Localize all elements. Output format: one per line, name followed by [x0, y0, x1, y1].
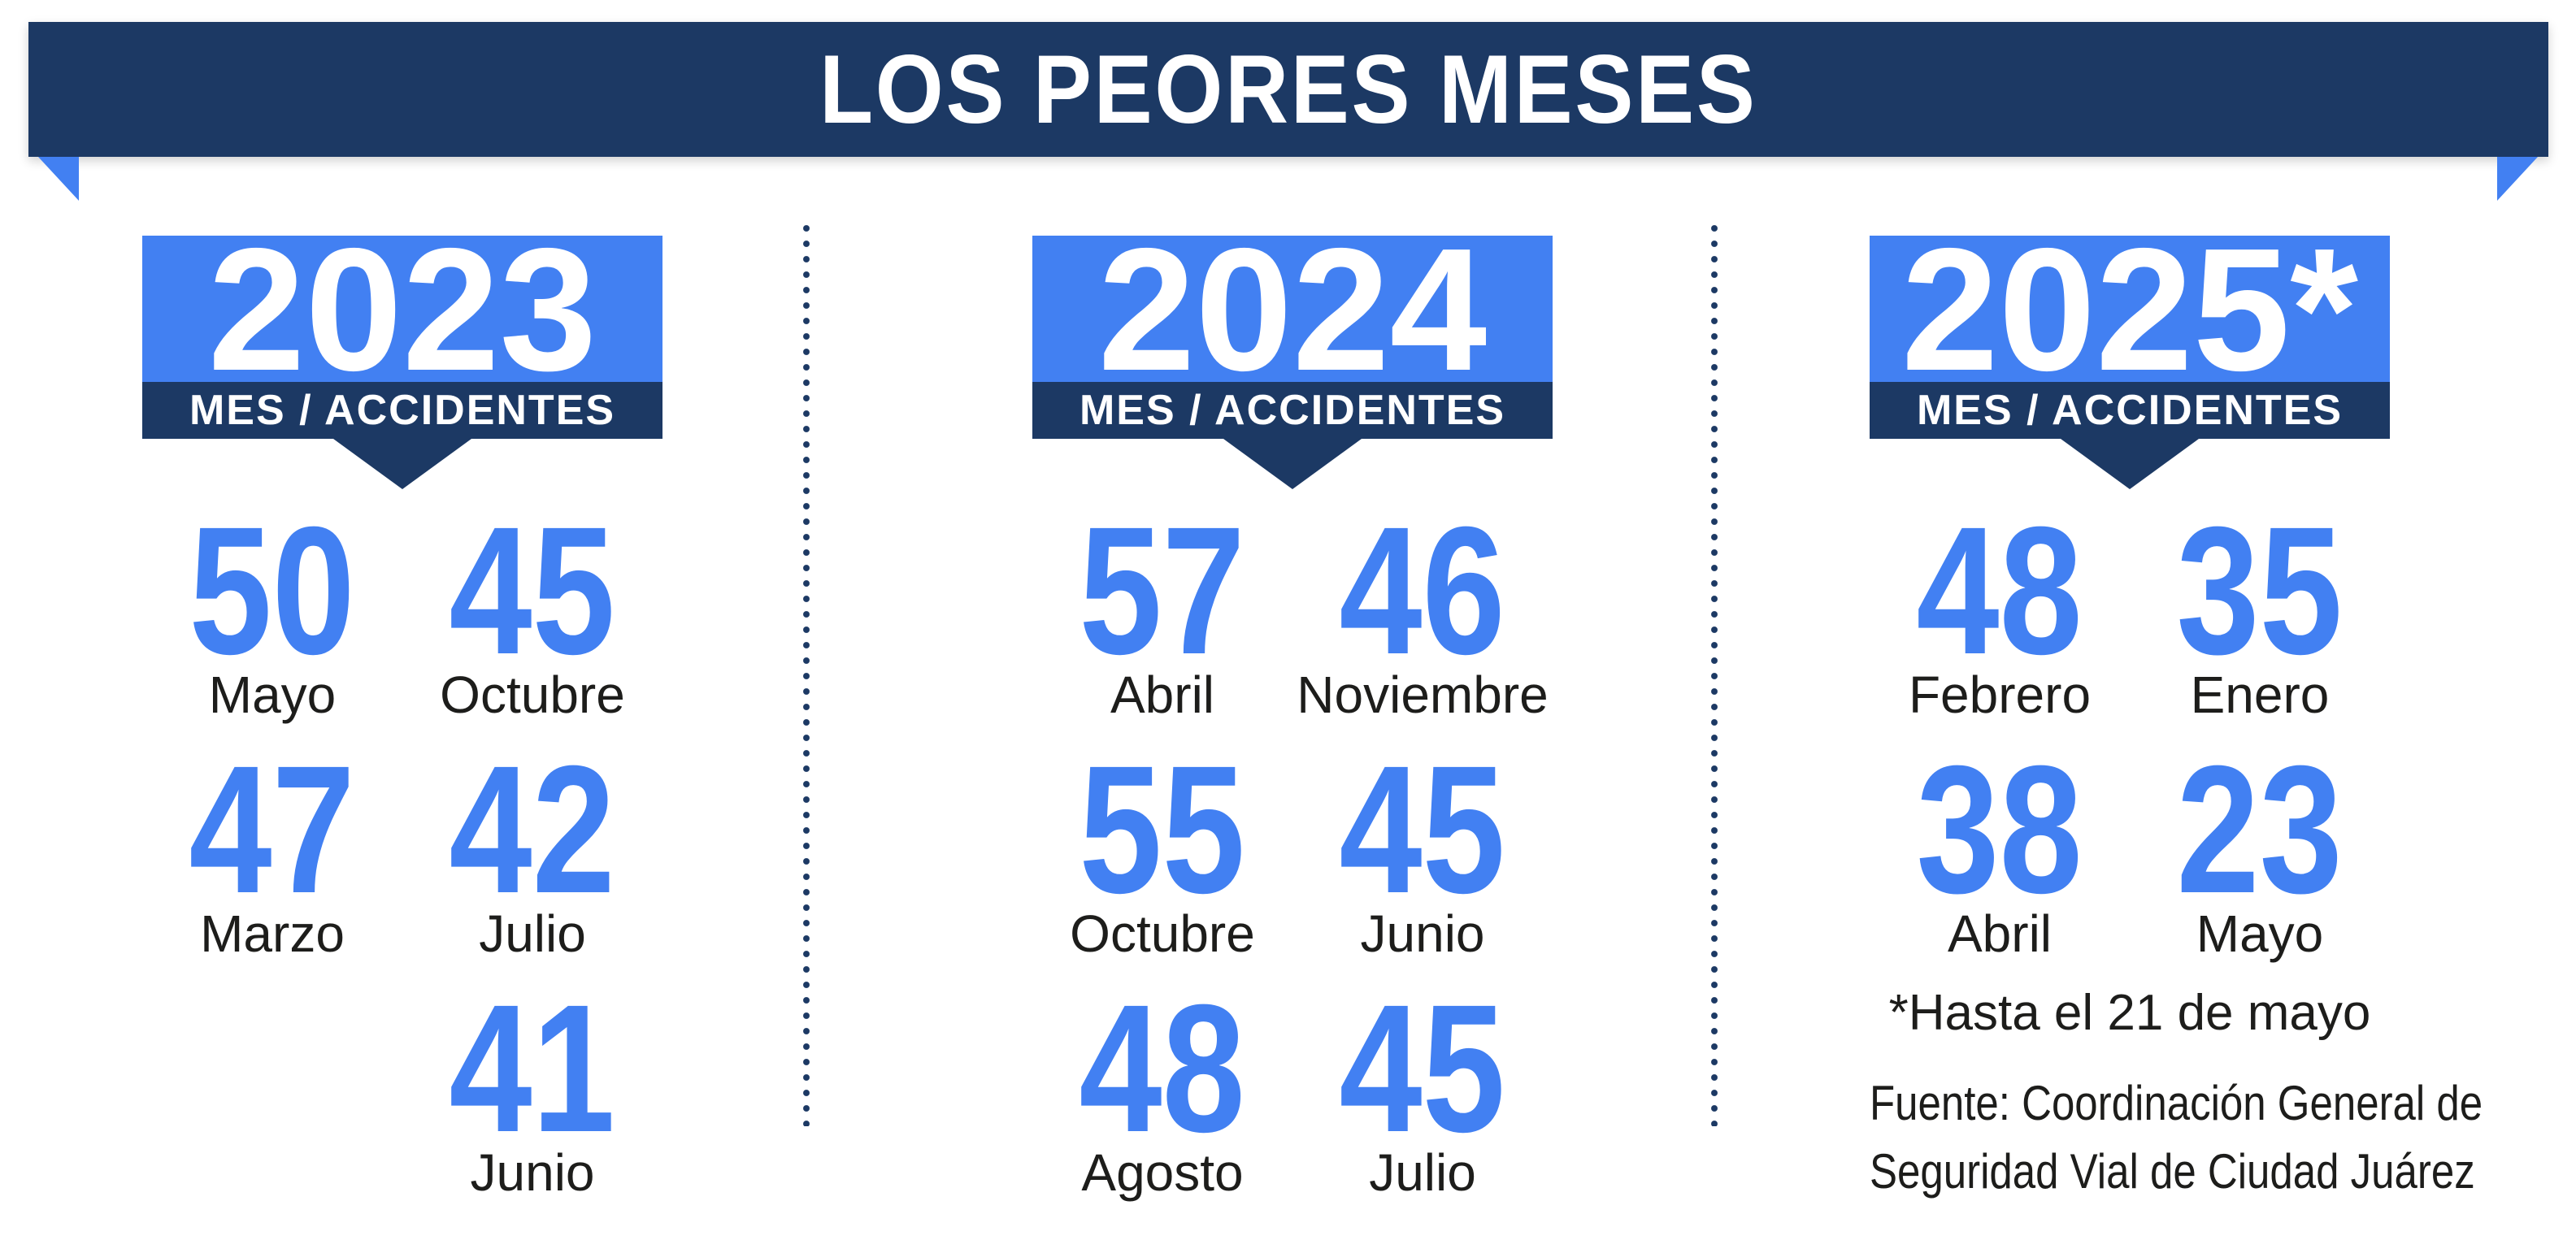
year-header-2025: 2025* [1870, 222, 2390, 397]
stat-cell: 35 Enero [2130, 489, 2390, 724]
month-label: Marzo [200, 904, 345, 963]
mes-accidentes-bar: MES / ACCIDENTES [1032, 382, 1553, 439]
stats-row: 47 Marzo 42 Julio [142, 728, 662, 963]
mes-accidentes-label: MES / ACCIDENTES [1079, 387, 1506, 434]
accident-count: 57 [1079, 489, 1246, 692]
stat-cell: 45 Junio [1292, 728, 1553, 963]
month-label: Junio [1360, 904, 1485, 963]
stat-cell-empty [142, 1001, 402, 1201]
page-title: LOS PEORES MESES [819, 35, 1757, 144]
accident-count: 45 [1339, 728, 1506, 931]
stats-row: 55 Octubre 45 Junio [1032, 728, 1553, 963]
stat-cell: 23 Mayo [2130, 728, 2390, 963]
title-banner: LOS PEORES MESES [28, 22, 2548, 157]
asterisk-footnote: *Hasta el 21 de mayo [1888, 985, 2371, 1041]
stat-cell: 48 Febrero [1870, 489, 2130, 724]
stat-cell: 45 Julio [1292, 967, 1553, 1202]
stat-cell: 47 Marzo [142, 728, 402, 963]
year-column-2023: 2023 MES / ACCIDENTES 50 Mayo 45 Octubre… [142, 222, 662, 1240]
accident-count: 45 [1339, 967, 1506, 1170]
stats-grid-2025: 48 Febrero 35 Enero 38 Abril 23 Mayo [1870, 489, 2390, 963]
accident-count: 38 [1916, 728, 2083, 931]
month-label: Noviembre [1297, 666, 1549, 724]
stats-row: 38 Abril 23 Mayo [1870, 728, 2390, 963]
month-label: Agosto [1081, 1143, 1244, 1202]
year-label: 2025* [1901, 210, 2358, 407]
stats-grid-2024: 57 Abril 46 Noviembre 55 Octubre 45 Juni… [1032, 489, 1553, 1202]
month-label: Abril [1947, 904, 2053, 963]
month-label: Julio [1369, 1143, 1476, 1202]
mes-accidentes-bar: MES / ACCIDENTES [1870, 382, 2390, 439]
month-label: Junio [470, 1143, 595, 1202]
month-label: Febrero [1908, 666, 2092, 724]
stats-row: 48 Febrero 35 Enero [1870, 489, 2390, 724]
pointer-triangle [333, 439, 471, 489]
stats-row: 41 Junio [142, 967, 662, 1202]
year-header-2023: 2023 [142, 222, 662, 397]
accident-count: 48 [1079, 967, 1246, 1170]
month-label: Julio [479, 904, 586, 963]
mes-accidentes-bar: MES / ACCIDENTES [142, 382, 662, 439]
stats-row: 57 Abril 46 Noviembre [1032, 489, 1553, 724]
month-label: Mayo [2196, 904, 2324, 963]
stat-cell: 48 Agosto [1032, 967, 1292, 1202]
source-attribution: Fuente: Coordinación General de Segurida… [1870, 1069, 2483, 1206]
month-label: Octubre [1070, 904, 1255, 963]
accident-count: 45 [449, 489, 616, 692]
month-label: Enero [2190, 666, 2330, 724]
year-column-2025: 2025* MES / ACCIDENTES 48 Febrero 35 Ene… [1870, 222, 2483, 1206]
stats-row: 48 Agosto 45 Julio [1032, 967, 1553, 1202]
dotted-separator-2 [1711, 224, 1718, 1126]
month-label: Octubre [440, 666, 625, 724]
stat-cell: 42 Julio [402, 728, 662, 963]
stats-row: 50 Mayo 45 Octubre [142, 489, 662, 724]
year-header-2024: 2024 [1032, 222, 1553, 397]
stats-grid-2023: 50 Mayo 45 Octubre 47 Marzo 42 Julio [142, 489, 662, 1202]
source-line-1: Fuente: Coordinación General de [1870, 1076, 2483, 1130]
dotted-separator-1 [803, 224, 810, 1126]
accident-count: 47 [189, 728, 356, 931]
stat-cell: 38 Abril [1870, 728, 2130, 963]
accident-count: 55 [1079, 728, 1246, 931]
year-label: 2024 [1097, 210, 1488, 407]
accident-count: 48 [1916, 489, 2083, 692]
accident-count: 46 [1339, 489, 1506, 692]
accident-count: 50 [189, 489, 356, 692]
pointer-triangle [2061, 439, 2199, 489]
year-column-2024: 2024 MES / ACCIDENTES 57 Abril 46 Noviem… [1032, 222, 1553, 1240]
stat-cell: 57 Abril [1032, 489, 1292, 724]
accident-count: 23 [2176, 728, 2344, 931]
accident-count: 41 [449, 967, 616, 1170]
ribbon-fold-left [38, 157, 79, 201]
source-line-2: Seguridad Vial de Ciudad Juárez [1870, 1144, 2475, 1199]
stat-cell: 50 Mayo [142, 489, 402, 724]
mes-accidentes-label: MES / ACCIDENTES [189, 387, 616, 434]
pointer-triangle [1223, 439, 1362, 489]
stat-cell: 41 Junio [402, 967, 662, 1202]
stat-cell: 55 Octubre [1032, 728, 1292, 963]
year-label: 2023 [207, 210, 597, 407]
accident-count: 42 [449, 728, 616, 931]
stat-cell: 45 Octubre [402, 489, 662, 724]
accident-count: 35 [2176, 489, 2344, 692]
ribbon-fold-right [2497, 157, 2538, 201]
mes-accidentes-label: MES / ACCIDENTES [1916, 387, 2344, 434]
month-label: Abril [1110, 666, 1215, 724]
stat-cell: 46 Noviembre [1292, 489, 1553, 724]
month-label: Mayo [208, 666, 337, 724]
